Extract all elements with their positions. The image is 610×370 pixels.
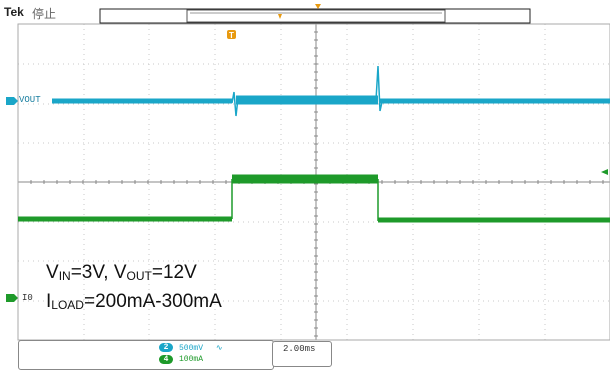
brand-logo: Tek — [4, 5, 24, 19]
ch4-badge: 4 — [159, 355, 173, 364]
timebase-readout[interactable]: 2.00ms — [272, 341, 332, 367]
vout-transient-2 — [375, 65, 383, 112]
trigger-position-marker[interactable]: T — [227, 4, 321, 40]
overview-trigger-marker — [278, 14, 282, 19]
top-status-bar: Tek 停止 — [0, 0, 610, 24]
ch2-label: VOUT — [19, 95, 41, 105]
annotation-load-current: ILOAD=200mA-300mA — [46, 291, 222, 312]
record-overview-bar[interactable] — [99, 8, 531, 24]
trigger-level-marker[interactable] — [601, 169, 608, 175]
ch4-label: I0 — [22, 293, 33, 303]
ch2-badge: 2 — [159, 343, 173, 352]
ch2-readout: 2 500mV ∿ — [159, 343, 223, 353]
ch2-ground-marker[interactable] — [6, 97, 18, 105]
ch4-readout: 4 100mA — [159, 355, 203, 364]
channel-readout-panel[interactable]: 2 500mV ∿ 4 100mA — [18, 340, 274, 370]
ch4-ground-marker[interactable] — [6, 294, 18, 302]
svg-text:T: T — [229, 31, 234, 40]
acquisition-status: 停止 — [32, 7, 57, 21]
annotation-voltage: VIN=3V, VOUT=12V — [46, 262, 197, 283]
vout-transient-1 — [231, 91, 239, 117]
